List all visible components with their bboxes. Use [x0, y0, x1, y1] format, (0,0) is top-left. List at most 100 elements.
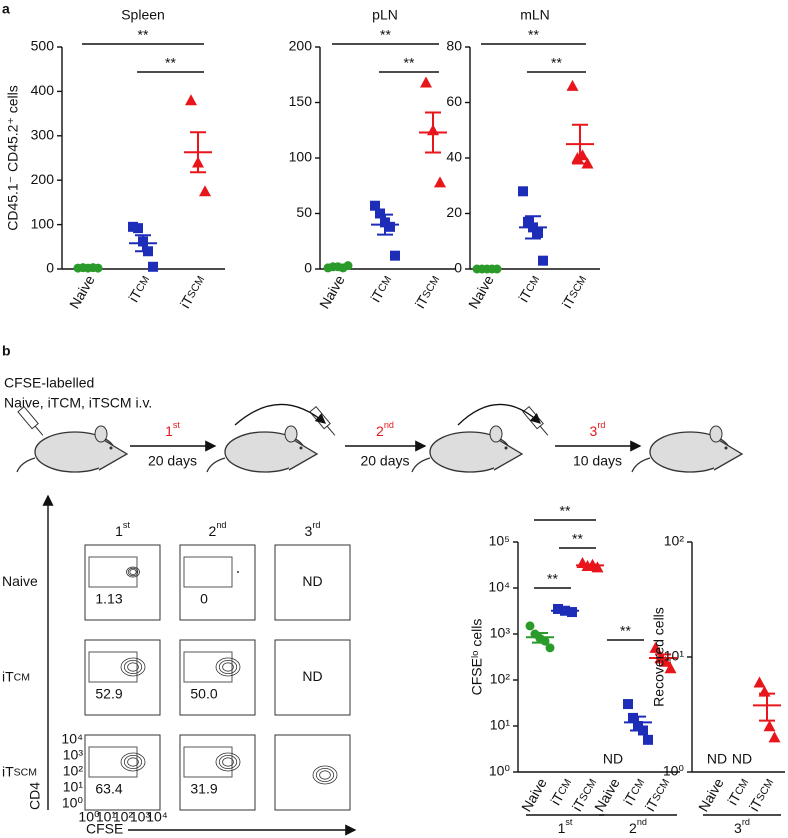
mouse-tail	[631, 457, 651, 473]
text-part: 2	[209, 523, 217, 539]
chart-title: Spleen	[121, 7, 165, 23]
caption: CFSE-labelled	[4, 375, 94, 391]
x-tick-label: iTCM	[125, 272, 153, 304]
y-axis-label: Recovered cells	[651, 607, 667, 707]
x-tick-label: iTSCM	[641, 775, 672, 813]
y-tick-label: 200	[289, 38, 313, 54]
y-tick-label: 60	[446, 93, 462, 109]
syringe	[309, 405, 331, 430]
x-tick-label: Naive	[591, 775, 623, 814]
dot	[375, 208, 385, 219]
x-tick-label: Naive	[695, 775, 727, 814]
gate-value: 0	[200, 591, 208, 607]
x-tick-label: 10⁰	[78, 809, 100, 825]
contour	[312, 765, 338, 785]
y-tick-label: 10¹	[664, 648, 685, 664]
text-part: CM	[14, 671, 30, 683]
mouse-tail	[16, 457, 36, 473]
gate-value: 1.13	[95, 591, 122, 607]
text-part: 1	[115, 523, 123, 539]
contour	[315, 768, 335, 783]
dot	[763, 720, 776, 732]
gate	[183, 556, 233, 588]
y-tick-label: 100	[289, 149, 313, 165]
error-bar	[135, 234, 151, 253]
significance-label: **	[547, 571, 558, 587]
error-bar	[582, 563, 598, 568]
x-tick-label: iTCM	[367, 272, 395, 304]
y-tick-label: 0	[454, 260, 462, 276]
text-part: st	[123, 520, 131, 530]
step-label: 3rd	[590, 420, 606, 438]
column-header: 1st	[115, 520, 130, 538]
dot	[664, 662, 677, 674]
annotation: ND	[603, 751, 623, 767]
significance-label: **	[404, 55, 415, 71]
text-part: 1	[558, 820, 566, 836]
gate-value: 63.4	[95, 781, 122, 797]
transfer-arrow	[234, 403, 326, 426]
syringe-needle	[539, 425, 549, 436]
contour	[123, 755, 143, 770]
x-tick-label: iTSCM	[176, 272, 207, 310]
dot	[199, 185, 211, 197]
dot	[434, 176, 446, 188]
text-part: SCM	[420, 274, 442, 300]
contour	[129, 569, 137, 576]
mouse-ear	[489, 425, 503, 443]
mouse-ear	[709, 425, 723, 443]
gate-value: 50.0	[190, 686, 217, 702]
x-tick-label: Naive	[518, 775, 550, 814]
contour	[127, 567, 139, 577]
mouse-eye	[109, 446, 113, 450]
x-tick-label: Naive	[316, 272, 348, 311]
flow-plot	[274, 639, 351, 716]
y-tick-label: 10⁵	[489, 533, 510, 549]
text-part: nd	[384, 420, 394, 430]
text-part: SCM	[14, 766, 37, 778]
flow-plot	[274, 734, 351, 811]
y-axis-label: CFSEˡᵒ cells	[469, 619, 485, 696]
step-label: 2nd	[376, 420, 394, 438]
gate	[88, 651, 138, 683]
error-bar	[759, 692, 775, 722]
step-label: 1st	[165, 420, 180, 438]
syringe-needle	[326, 425, 336, 436]
y-axis-label: CD4	[27, 782, 43, 810]
x-tick-label: Naive	[465, 272, 497, 311]
dot	[420, 76, 432, 88]
text-part: st	[565, 817, 573, 827]
y-tick-label: 80	[446, 38, 462, 54]
dot	[538, 255, 548, 266]
y-tick-label: 10²	[63, 763, 84, 779]
y-tick-label: 10²	[490, 671, 511, 687]
chart-title: pLN	[372, 7, 398, 23]
y-tick-label: 200	[31, 171, 55, 187]
gate	[88, 746, 138, 778]
y-tick-label: 50	[296, 204, 312, 220]
y-tick-label: 10¹	[490, 717, 511, 733]
x-tick-label: iTSCM	[411, 272, 442, 310]
flow-plot	[179, 544, 256, 621]
y-tick-label: 20	[446, 204, 462, 220]
contour	[215, 752, 241, 772]
significance-label: **	[620, 623, 631, 639]
dot	[623, 699, 633, 710]
y-tick-label: 0	[304, 260, 312, 276]
gate	[88, 556, 138, 588]
text-part: nd	[637, 817, 647, 827]
dot	[628, 712, 638, 723]
dot	[523, 216, 533, 227]
text-part: 2	[376, 423, 384, 439]
y-tick-label: 10¹	[63, 779, 84, 795]
y-tick-label: 10⁰	[489, 763, 511, 779]
dot	[185, 94, 197, 106]
contour	[120, 752, 146, 772]
error-bar	[532, 632, 548, 644]
text-part: rd	[597, 420, 605, 430]
error-bar	[572, 123, 588, 165]
gate-value: 52.9	[95, 686, 122, 702]
panel-label: a	[2, 1, 10, 17]
mouse-ear	[284, 425, 298, 443]
mouse-ear	[94, 425, 108, 443]
